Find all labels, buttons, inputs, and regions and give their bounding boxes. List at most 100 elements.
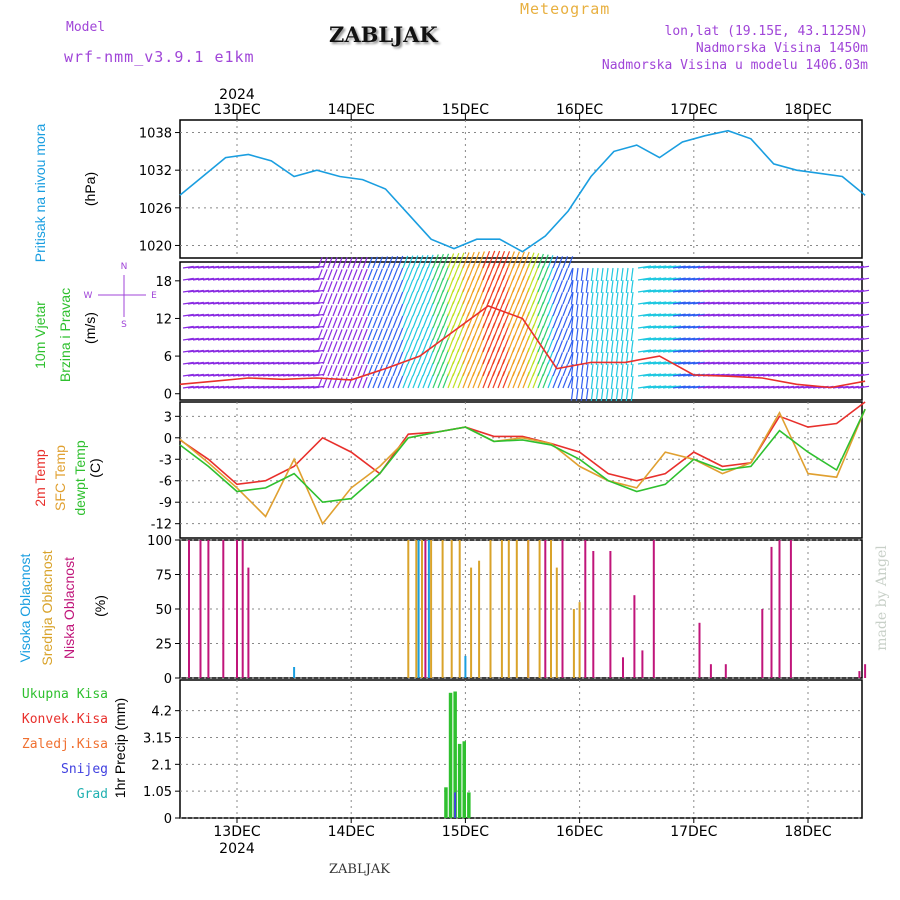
- wind-barb: [807, 277, 819, 281]
- wind-barb: [610, 339, 614, 353]
- wind-barb: [212, 301, 225, 305]
- wind-barb: [585, 315, 589, 329]
- wind-barb: [787, 289, 799, 293]
- wind-barb: [287, 313, 300, 317]
- cloud-bar: [236, 540, 238, 678]
- wind-barb: [292, 385, 305, 389]
- wind-barb: [347, 305, 353, 317]
- wind-barb: [647, 361, 662, 365]
- wind-barb: [595, 291, 599, 305]
- wind-barb: [302, 265, 315, 269]
- wind-barb: [372, 364, 378, 377]
- wind-barb: [472, 251, 480, 269]
- wind-barb: [762, 265, 775, 269]
- wind-barb: [457, 252, 465, 269]
- wind-barb: [237, 277, 250, 281]
- wind-barb: [620, 279, 624, 293]
- wind-barb: [747, 337, 760, 341]
- wind-barb: [202, 361, 215, 365]
- wind-barb: [412, 255, 419, 269]
- wind-barb: [837, 361, 849, 365]
- wind-barb: [837, 277, 849, 281]
- wind-barb: [237, 361, 250, 365]
- wind-barb: [812, 289, 824, 293]
- cloud-bar: [561, 540, 564, 678]
- wind-barb: [382, 256, 389, 269]
- wind-barb: [412, 339, 419, 353]
- wind-barb: [382, 376, 389, 389]
- wind-barb: [797, 325, 809, 329]
- wind-barb: [580, 327, 584, 341]
- wind-barb: [595, 387, 599, 401]
- legend-convective-rain: Konvek.Kisa: [21, 712, 108, 727]
- wind-barb: [737, 361, 750, 365]
- wind-barb: [232, 289, 245, 293]
- wind-barb: [222, 301, 235, 305]
- wind-barb: [387, 328, 394, 341]
- wind-barb: [737, 289, 750, 293]
- wind-barb: [697, 349, 710, 353]
- wind-barb: [837, 385, 849, 389]
- temp-series-line-1: [179, 408, 866, 526]
- wind-barb: [687, 337, 701, 341]
- wind-barb: [412, 375, 419, 389]
- wind-barb: [682, 289, 696, 293]
- wind-barb: [247, 361, 260, 365]
- wind-barbs: [182, 250, 870, 402]
- wind-barb: [302, 337, 315, 341]
- wind-barb: [620, 267, 624, 281]
- wind-barb: [212, 265, 225, 269]
- wind-barb: [557, 256, 564, 269]
- wind-barb: [677, 361, 691, 365]
- legend-total-rain: Ukupna Kisa: [21, 687, 108, 702]
- wind-barb: [287, 361, 300, 365]
- wind-barb: [817, 373, 829, 377]
- wind-barb: [732, 349, 745, 353]
- wind-barb: [422, 314, 429, 329]
- wind-barb: [767, 349, 780, 353]
- wind-barb: [712, 301, 725, 305]
- wind-barb: [792, 337, 804, 341]
- wind-barb: [842, 373, 854, 377]
- compass-south: S: [121, 320, 127, 330]
- wind-barb: [832, 349, 844, 353]
- wind-barb: [222, 289, 235, 293]
- wind-barb: [672, 337, 686, 341]
- wind-barb: [682, 325, 696, 329]
- wind-barb: [630, 327, 634, 342]
- wind-barb: [732, 289, 745, 293]
- wind-barb: [267, 385, 280, 389]
- wind-barb: [247, 385, 260, 389]
- wind-barb: [732, 313, 745, 317]
- wind-barb: [620, 327, 624, 341]
- wind-barb: [782, 361, 795, 365]
- wind-barb: [812, 325, 824, 329]
- wind-barb: [852, 325, 864, 329]
- wind-barb: [202, 325, 215, 329]
- wind-barb: [407, 279, 414, 293]
- wind-barb: [362, 292, 368, 305]
- wind-barb: [402, 327, 409, 341]
- wind-barb: [222, 385, 235, 389]
- wind-barb: [537, 253, 544, 269]
- wind-barb: [610, 363, 614, 377]
- wind-barb: [332, 293, 338, 305]
- wind-barb: [562, 352, 569, 365]
- wind-barb: [297, 373, 310, 377]
- wind-barb: [212, 313, 225, 317]
- wind-barb: [417, 339, 424, 353]
- wind-barb: [672, 325, 686, 329]
- wind-barb: [342, 317, 348, 329]
- wind-barb: [357, 304, 363, 317]
- wind-barb: [782, 301, 795, 305]
- wind-barb: [722, 325, 735, 329]
- wind-barb: [737, 301, 750, 305]
- cloud-bar: [622, 657, 624, 678]
- wind-barb: [412, 267, 419, 281]
- wind-barb: [747, 349, 760, 353]
- y-tick-label: 1038: [139, 127, 172, 142]
- wind-barb: [767, 289, 780, 293]
- wind-barb: [742, 289, 755, 293]
- y-tick-label: 0: [164, 388, 172, 403]
- wind-barb: [407, 291, 414, 305]
